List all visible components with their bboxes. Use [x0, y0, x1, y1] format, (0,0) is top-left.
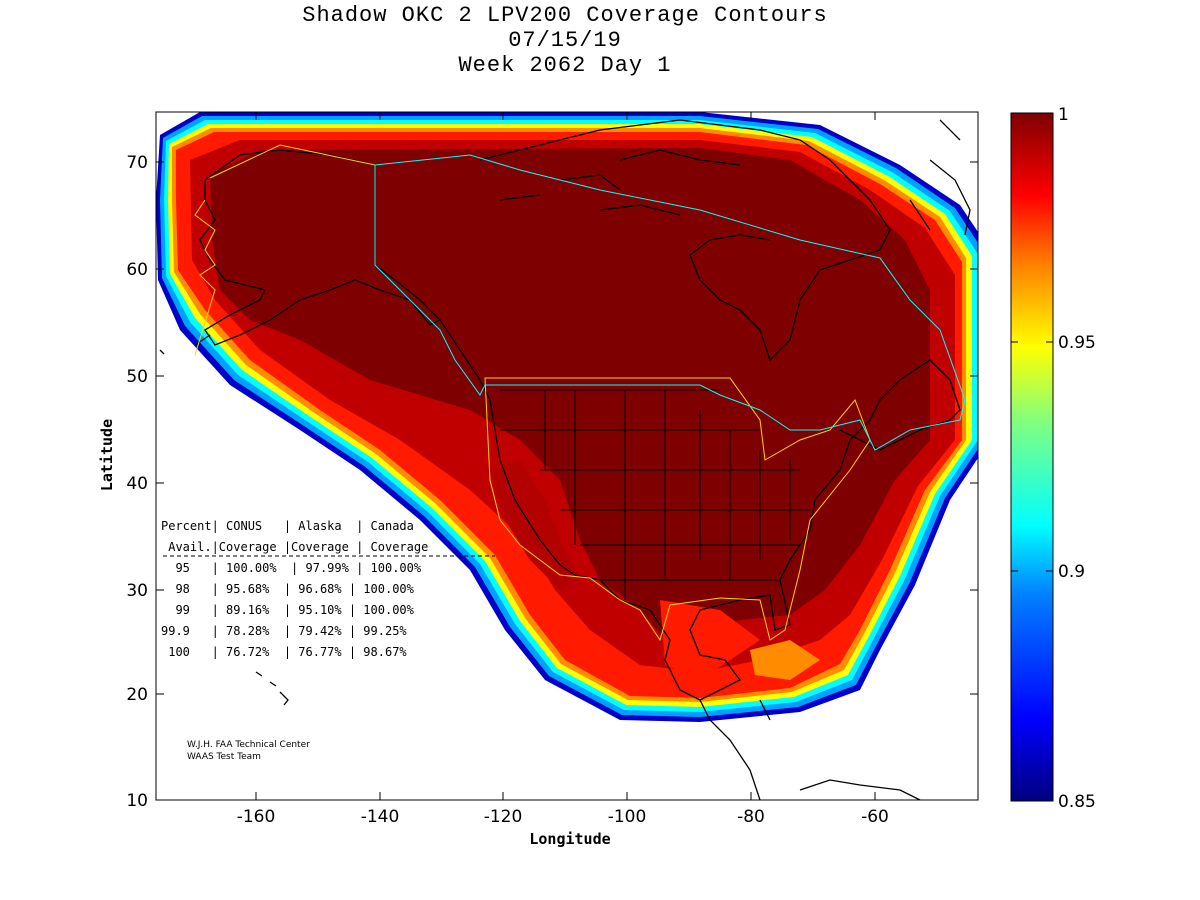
plot-frame — [155, 111, 979, 801]
coverage-table: Percent| CONUS | Alaska | Canada Avail.|… — [161, 519, 495, 659]
colorbar-label-1: 1 — [1058, 105, 1069, 125]
chart-title: Shadow OKC 2 LPV200 Coverage Contours — [302, 3, 828, 28]
colorbar-label-095: 0.95 — [1058, 333, 1096, 353]
contour-patch-carib — [750, 640, 820, 680]
credit-line-1: W.J.H. FAA Technical Center — [187, 740, 310, 750]
region-borders — [194, 144, 966, 642]
y-tick-marks — [156, 161, 978, 695]
coverage-contours — [156, 112, 978, 722]
y-tick-label-20: 20 — [126, 685, 148, 705]
colorbar-tick-marks — [1011, 341, 1053, 572]
x-tick-label-60: -60 — [861, 807, 889, 827]
y-tick-label-60: 60 — [126, 260, 148, 280]
y-tick-label-30: 30 — [126, 581, 148, 601]
y-tick-label-40: 40 — [126, 474, 148, 494]
y-tick-label-70: 70 — [126, 153, 148, 173]
table-row: 95 | 100.00% | 97.99% | 100.00% — [161, 561, 422, 575]
x-tick-label-80: -80 — [737, 807, 765, 827]
chart-date: 07/15/19 — [508, 28, 622, 53]
table-row: 99 | 89.16% | 95.10% | 100.00% — [161, 603, 415, 617]
x-axis-label: Longitude — [529, 830, 610, 848]
table-header-2: Avail.|Coverage |Coverage | Coverage — [161, 540, 428, 554]
table-row: 99.9 | 78.28% | 79.42% | 99.25% — [161, 624, 407, 638]
table-row: 100 | 76.72% | 76.77% | 98.67% — [161, 645, 407, 659]
chart-week: Week 2062 Day 1 — [458, 53, 672, 78]
table-header-1: Percent| CONUS | Alaska | Canada — [161, 519, 414, 533]
y-axis-label: Latitude — [98, 419, 116, 491]
colorbar — [1010, 112, 1054, 802]
x-tick-marks — [255, 112, 876, 800]
x-tick-label-140: -140 — [361, 807, 400, 827]
colorbar-label-085: 0.85 — [1058, 792, 1096, 812]
x-tick-label-160: -160 — [237, 807, 276, 827]
contour-patch-gulf — [660, 600, 760, 680]
y-tick-label-10: 10 — [126, 791, 148, 811]
state-borders — [500, 389, 810, 600]
credit-line-2: WAAS Test Team — [187, 752, 261, 762]
colorbar-label-090: 0.9 — [1058, 562, 1085, 582]
contour-100 — [210, 148, 930, 640]
x-tick-label-120: -120 — [484, 807, 523, 827]
x-tick-label-100: -100 — [608, 807, 647, 827]
table-row: 98 | 95.68% | 96.68% | 100.00% — [161, 582, 415, 596]
y-tick-label-50: 50 — [126, 367, 148, 387]
